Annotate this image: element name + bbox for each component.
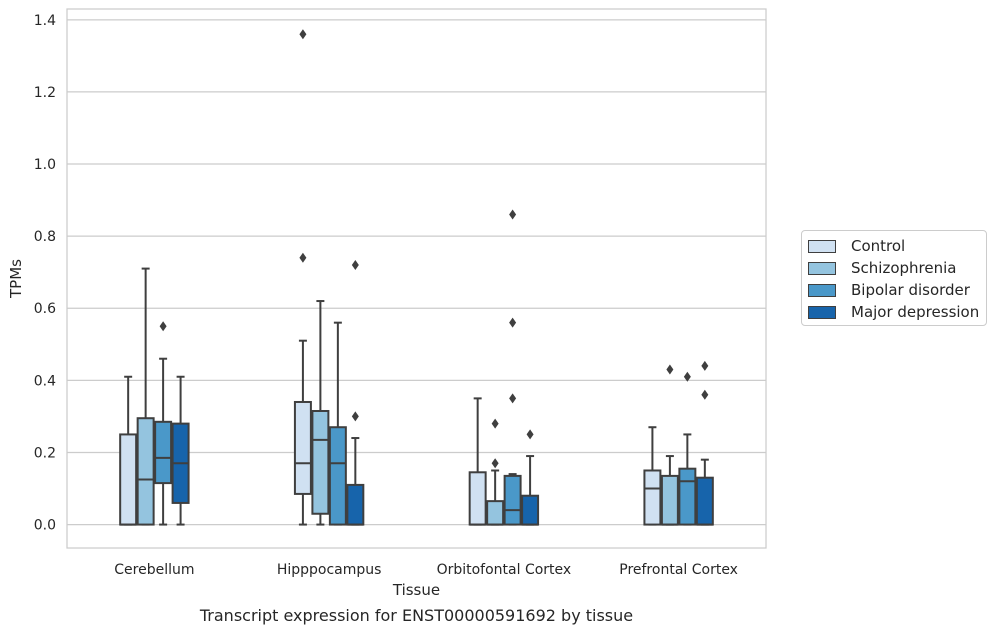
box-cerebellum-major-depression — [171, 375, 190, 526]
y-tick-label: 1.4 — [34, 13, 56, 29]
legend-item-major-depression: Major depression — [808, 301, 979, 323]
outlier-point — [299, 252, 307, 263]
y-axis-label: TPMs — [7, 259, 25, 299]
legend: Control Schizophrenia Bipolar disorder M… — [801, 230, 987, 326]
x-tick-label-cerebellum: Cerebellum — [114, 562, 194, 578]
legend-swatch-major-depression — [808, 305, 836, 319]
box-orbitofontal-cortex-control — [468, 397, 487, 526]
plot-frame — [66, 8, 767, 549]
box-hipppocampus-bipolar-disorder — [328, 321, 347, 526]
outlier-point — [683, 371, 691, 382]
outlier-point — [509, 393, 517, 404]
y-axis-ticks: 0.0 0.2 0.4 0.6 0.8 1.0 1.2 1.4 — [34, 13, 56, 534]
x-tick-label-prefrontal-cortex: Prefrontal Cortex — [619, 562, 738, 578]
y-tick-label: 1.2 — [34, 85, 56, 101]
box-orbitofontal-cortex-bipolar-disorder — [503, 209, 522, 526]
box-iqr — [468, 471, 487, 526]
legend-item-schizophrenia: Schizophrenia — [808, 257, 956, 279]
box-prefrontal-cortex-control — [643, 426, 662, 526]
x-tick-label-hipppocampus: Hipppocampus — [277, 562, 382, 578]
legend-swatch-bipolar-disorder — [808, 283, 836, 297]
box-hipppocampus-major-depression — [346, 259, 365, 526]
outlier-point — [701, 389, 709, 400]
box-iqr — [119, 433, 138, 526]
box-iqr — [293, 400, 312, 495]
outlier-point — [509, 317, 517, 328]
box-prefrontal-cortex-major-depression — [695, 360, 714, 526]
y-tick-label: 0.8 — [34, 229, 56, 245]
box-iqr — [346, 483, 365, 526]
box-iqr — [328, 426, 347, 526]
box-iqr — [154, 420, 173, 485]
x-axis-ticks: Cerebellum Hipppocampus Orbitofontal Corte… — [114, 562, 738, 578]
outlier-point — [299, 29, 307, 40]
outlier-point — [701, 360, 709, 371]
box-iqr — [521, 494, 540, 526]
box-cerebellum-bipolar-disorder — [154, 321, 173, 526]
legend-label-control: Control — [851, 237, 906, 255]
legend-label-schizophrenia: Schizophrenia — [851, 259, 957, 277]
y-tick-label: 0.4 — [34, 373, 56, 389]
box-orbitofontal-cortex-major-depression — [521, 429, 540, 526]
legend-item-control: Control — [808, 235, 905, 257]
outlier-point — [491, 458, 499, 469]
outlier-point — [666, 364, 674, 375]
box-iqr — [486, 500, 505, 526]
box-iqr — [678, 467, 697, 526]
box-iqr — [503, 474, 522, 526]
box-cerebellum-schizophrenia — [136, 267, 155, 526]
box-iqr — [311, 409, 330, 515]
y-tick-label: 0.0 — [34, 518, 56, 534]
y-tick-label: 0.6 — [34, 301, 56, 317]
box-iqr — [136, 417, 155, 526]
box-orbitofontal-cortex-schizophrenia — [486, 418, 505, 526]
legend-item-bipolar-disorder: Bipolar disorder — [808, 279, 970, 301]
legend-swatch-control — [808, 239, 836, 253]
box-cerebellum-control — [119, 375, 138, 526]
box-prefrontal-cortex-schizophrenia — [660, 364, 679, 526]
legend-label-bipolar-disorder: Bipolar disorder — [851, 281, 970, 299]
x-axis-label: Tissue — [392, 581, 440, 599]
outlier-point — [491, 418, 499, 429]
x-tick-label-orbitofontal-cortex: Orbitofontal Cortex — [437, 562, 572, 578]
box-iqr — [695, 476, 714, 526]
legend-label-major-depression: Major depression — [851, 303, 980, 321]
outlier-point — [159, 321, 167, 332]
outlier-point — [526, 429, 534, 440]
box-iqr — [643, 469, 662, 526]
legend-swatch-schizophrenia — [808, 261, 836, 275]
outlier-point — [509, 209, 517, 220]
box-hipppocampus-schizophrenia — [311, 300, 330, 526]
y-tick-label: 1.0 — [34, 157, 56, 173]
box-prefrontal-cortex-bipolar-disorder — [678, 371, 697, 526]
chart-caption: Transcript expression for ENST0000059169… — [199, 606, 634, 625]
y-tick-label: 0.2 — [34, 445, 56, 461]
box-hipppocampus-control — [293, 29, 312, 526]
outlier-point — [351, 411, 359, 422]
boxplot-series — [119, 29, 714, 526]
outlier-point — [351, 259, 359, 270]
box-iqr — [660, 474, 679, 526]
